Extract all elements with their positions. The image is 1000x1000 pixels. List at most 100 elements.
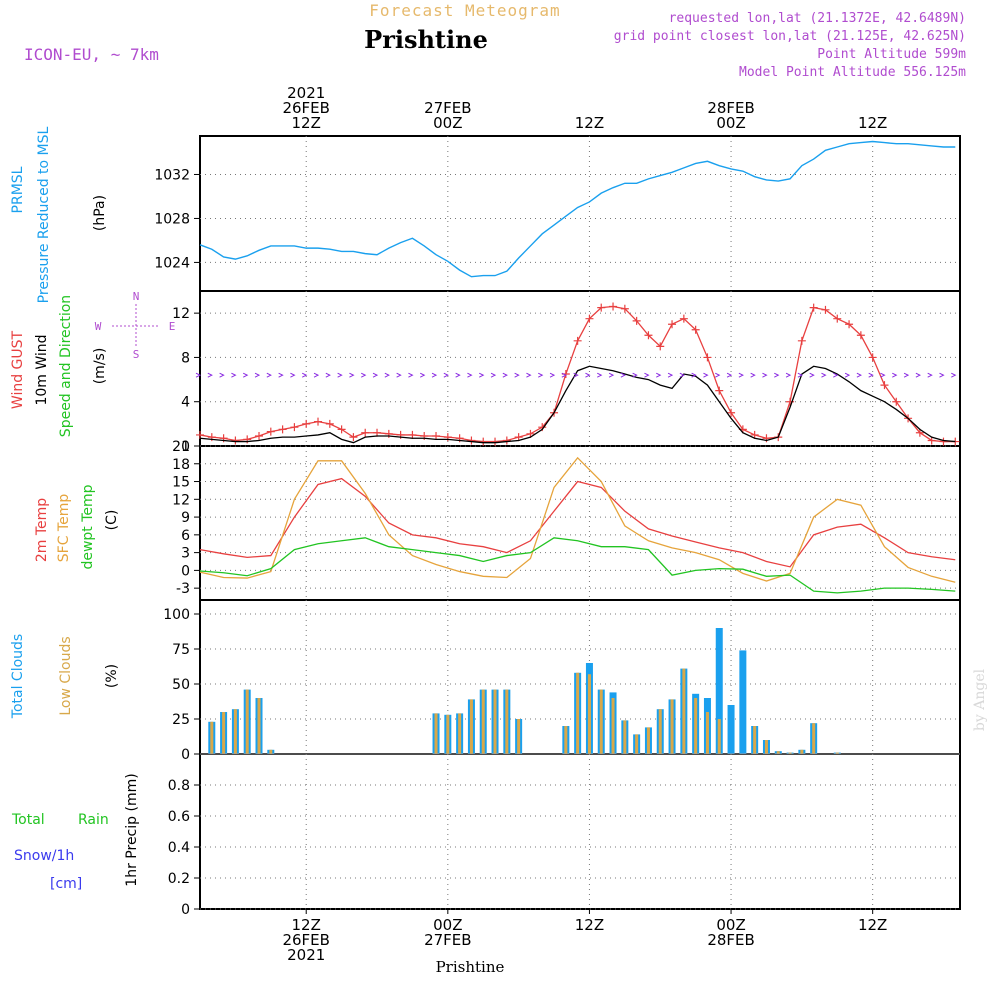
y-tick-label: 75	[172, 642, 190, 658]
wind-direction-arrow	[585, 372, 591, 378]
wind-direction-arrow	[726, 372, 733, 378]
snow-label: Snow/1h	[14, 848, 74, 864]
gust-line	[199, 305, 956, 443]
wind-direction-arrow	[597, 372, 603, 378]
wind-direction-arrow	[679, 372, 685, 378]
wind-direction-arrow	[632, 372, 638, 378]
y-tick-label: 1024	[154, 255, 190, 271]
pressure-line	[199, 140, 956, 278]
wind-direction-arrow	[431, 372, 438, 378]
wind-direction-arrow	[290, 372, 296, 378]
wind-direction-arrow	[443, 372, 449, 378]
sfc-temp-label: SFC Temp	[56, 494, 72, 563]
y-tick-label: 8	[181, 350, 190, 366]
gust-point	[856, 331, 865, 340]
gust-point	[502, 436, 511, 445]
wind-direction-arrow	[844, 372, 851, 378]
low-cloud-bar	[587, 674, 591, 754]
y-tick-label: 6	[181, 528, 190, 544]
gust-point	[786, 397, 795, 406]
wind-direction-arrow	[939, 372, 945, 378]
low-clouds-label: Low Clouds	[58, 636, 74, 715]
meteogram-title: Forecast Meteogram	[369, 1, 560, 20]
gust-point	[467, 436, 476, 445]
wind-direction-arrow	[821, 372, 827, 378]
top-time-label: 00Z	[716, 114, 745, 132]
gust-point	[679, 314, 688, 323]
requested-coords: requested lon,lat (21.1372E, 42.6489N)	[669, 11, 966, 26]
low-cloud-bar	[694, 698, 698, 754]
wind-direction-arrow	[502, 372, 508, 378]
gust-point	[491, 437, 500, 446]
speed-direction-label: Speed and Direction	[58, 295, 74, 437]
gust-point	[255, 432, 264, 441]
y-tick-label: 1032	[154, 167, 190, 183]
gust-point	[632, 316, 641, 325]
precip-panel-frame	[199, 753, 961, 910]
y-tick-label: 18	[172, 457, 190, 473]
gust-point	[880, 381, 889, 390]
bottom-time-label: 12Z	[292, 916, 321, 934]
axis-layer: 202126FEB12Z12Z26FEB202127FEB00Z00Z27FEB…	[154, 84, 887, 964]
temp-unit-label: (C)	[104, 510, 120, 531]
gust-point	[278, 425, 287, 434]
low-cloud-bar	[635, 734, 639, 754]
footer-location: Prishtine	[436, 958, 505, 976]
wind-direction-arrow	[526, 372, 532, 378]
y-tick-label: 9	[181, 510, 190, 526]
low-cloud-bar	[481, 689, 485, 754]
gust-point	[809, 303, 818, 312]
low-cloud-bar	[835, 752, 839, 754]
gust-point	[597, 303, 606, 312]
wind-direction-arrow	[195, 372, 202, 378]
gust-point	[290, 423, 299, 432]
total-cloud-bar	[715, 628, 723, 754]
prmsl-label: PRMSL	[10, 166, 26, 213]
gust-point	[325, 419, 334, 428]
wind-direction-arrow	[915, 372, 921, 378]
y-tick-label: 0.2	[168, 871, 190, 887]
gust-point	[715, 386, 724, 395]
low-cloud-bar	[800, 749, 804, 754]
low-cloud-bar	[658, 709, 662, 754]
low-cloud-bar	[517, 719, 521, 754]
low-cloud-bar	[599, 689, 603, 754]
y-tick-label: 0	[181, 902, 190, 918]
grid-layer	[200, 136, 960, 910]
wind-direction-arrow	[467, 372, 473, 378]
model-label: ICON-EU, ~ 7km	[24, 45, 159, 64]
clouds-unit-label: (%)	[104, 664, 120, 688]
snow-unit-label: [cm]	[50, 876, 82, 892]
bottom-time-label: 26FEB	[282, 931, 329, 949]
wind-direction-arrow	[951, 372, 957, 378]
low-cloud-bar	[245, 689, 249, 754]
total-cloud-bar	[739, 650, 747, 754]
wind-direction-arrow	[408, 372, 414, 378]
temperature-panel-frame	[199, 445, 961, 601]
gust-point	[797, 336, 806, 345]
low-cloud-bar	[269, 749, 273, 754]
low-cloud-bar	[458, 713, 462, 754]
location-title: Prishtine	[364, 25, 488, 54]
wind-direction-arrow	[549, 372, 556, 378]
gust-point	[231, 436, 240, 445]
wind-direction-arrow	[325, 372, 331, 378]
wind-direction-arrow	[561, 372, 567, 378]
compass-w: W	[95, 320, 102, 333]
gust-point	[314, 417, 323, 426]
gust-point	[408, 430, 417, 439]
bottom-time-label: 00Z	[716, 916, 745, 934]
gust-point	[620, 304, 629, 313]
low-cloud-bar	[576, 672, 580, 754]
pressure-panel-frame	[199, 135, 961, 292]
low-cloud-bar	[670, 699, 674, 754]
gust-point	[302, 419, 311, 428]
gust-point	[727, 408, 736, 417]
compass-n: N	[133, 290, 140, 303]
wind-direction-arrow	[372, 372, 379, 378]
low-cloud-bar	[493, 689, 497, 754]
model-altitude: Model Point Altitude 556.125m	[739, 65, 966, 80]
y-tick-label: 25	[172, 712, 190, 728]
wind-direction-arrow	[880, 372, 886, 378]
